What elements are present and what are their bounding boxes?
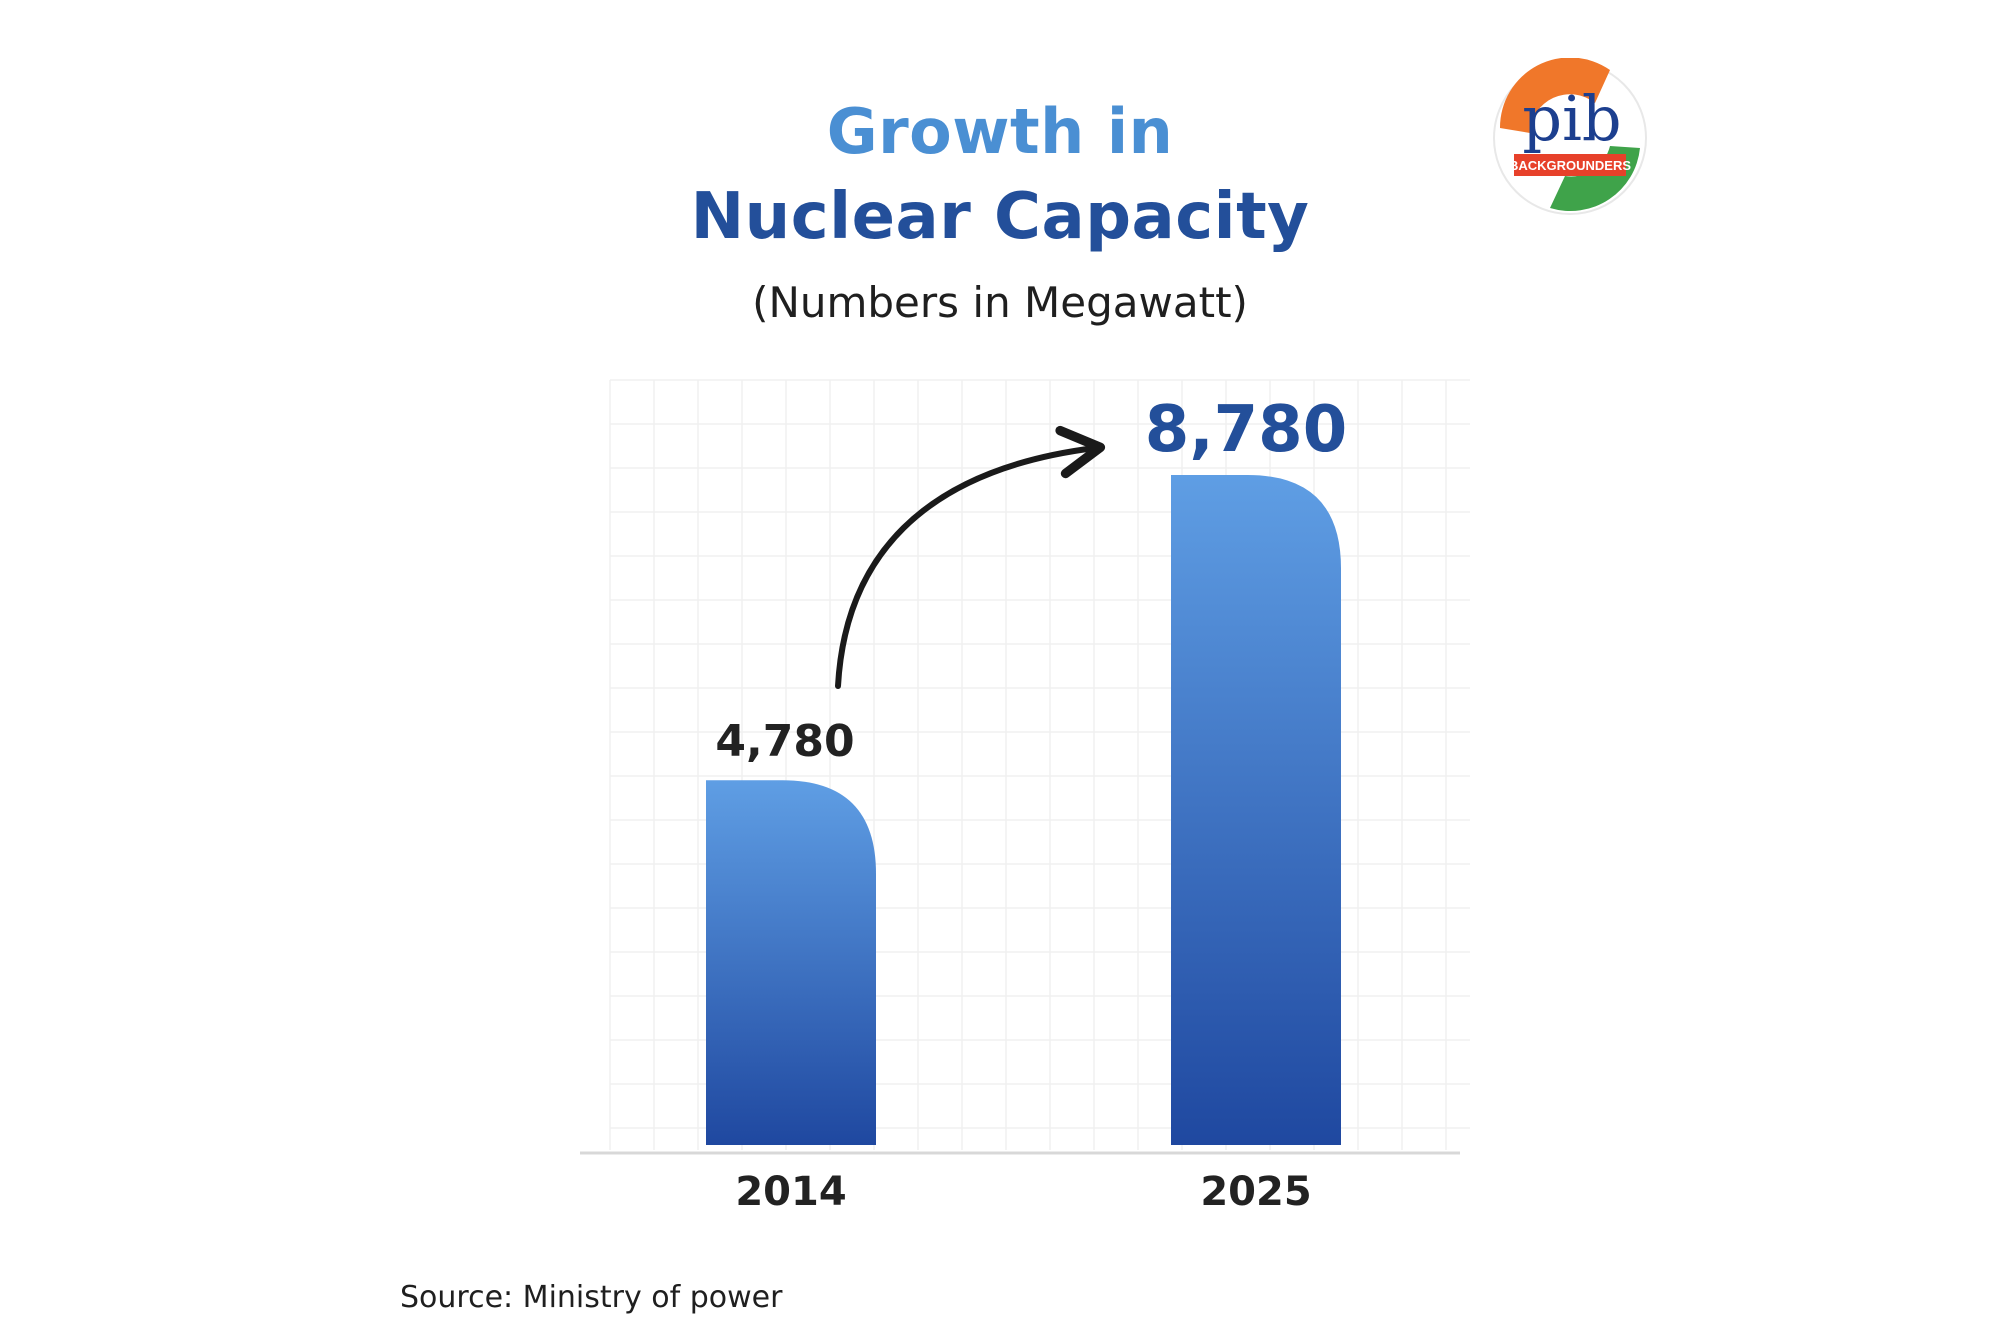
chart-subtitle: (Numbers in Megawatt) bbox=[752, 278, 1248, 327]
chart-title-line-2: Nuclear Capacity bbox=[690, 180, 1310, 254]
bar-2014 bbox=[706, 780, 876, 1145]
pib-logo: pib BACKGROUNDERS bbox=[1493, 58, 1647, 215]
value-label-2014: 4,780 bbox=[715, 716, 854, 767]
growth-arrow bbox=[835, 425, 1106, 689]
value-label-2025: 8,780 bbox=[1145, 393, 1347, 467]
bars-group bbox=[706, 475, 1341, 1145]
logo-text: pib bbox=[1522, 82, 1621, 155]
bar-2025 bbox=[1171, 475, 1341, 1145]
chart-title-line-1: Growth in bbox=[826, 95, 1174, 168]
category-label-2014: 2014 bbox=[735, 1169, 846, 1215]
source-note: Source: Ministry of power bbox=[400, 1280, 783, 1315]
logo-banner-text: BACKGROUNDERS bbox=[1509, 158, 1631, 173]
category-label-2025: 2025 bbox=[1200, 1169, 1311, 1215]
labels-group: 4,780 2014 8,780 2025 bbox=[715, 393, 1347, 1215]
